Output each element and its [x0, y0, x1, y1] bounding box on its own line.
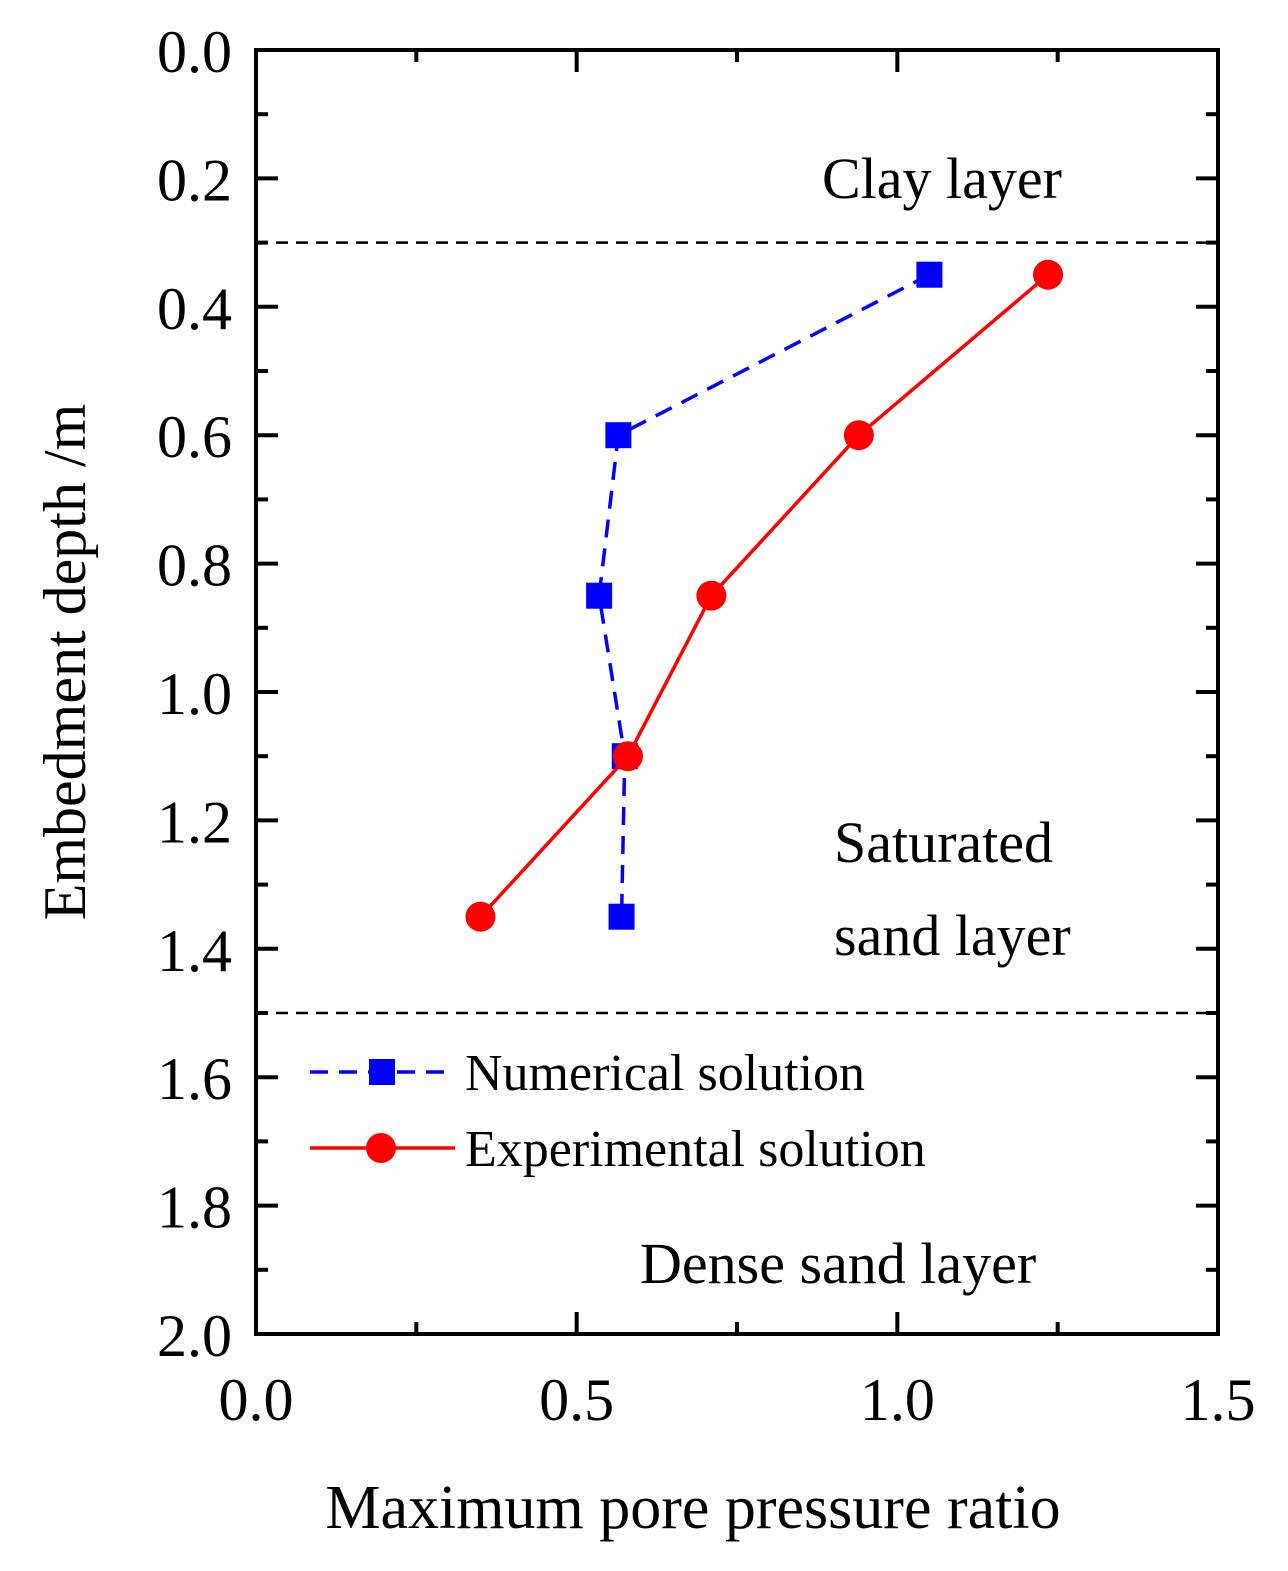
data-point-experimental: [696, 580, 727, 611]
annotation-saturated: Saturated: [834, 810, 1053, 875]
y-tick-label: 1.6: [157, 1046, 232, 1112]
y-tick-label: 0.0: [157, 19, 232, 85]
x-tick-label: 1.0: [860, 1367, 935, 1433]
legend-label-experimental: Experimental solution: [465, 1121, 926, 1178]
axes-layer: 0.00.20.40.60.81.01.21.41.61.82.00.0 0.5 1…: [157, 19, 1256, 1433]
data-point-experimental: [612, 741, 643, 772]
data-point-experimental: [465, 901, 496, 932]
y-tick-label: 0.2: [157, 147, 232, 213]
y-tick-label: 1.2: [157, 789, 232, 855]
x-tick-label: 0.5: [539, 1367, 614, 1433]
legend-marker-experimental: [366, 1133, 396, 1163]
x-axis-label: Maximum pore pressure ratio: [325, 1474, 1060, 1542]
data-point-numerical: [605, 422, 632, 449]
series-line-numerical: [597, 273, 931, 917]
boundary-lines: [256, 241, 1218, 1015]
y-tick-label: 0.6: [157, 404, 232, 470]
y-tick-label: 0.8: [157, 533, 232, 599]
y-axis-label: Embedment depth /m: [32, 404, 98, 921]
data-point-experimental: [843, 420, 874, 451]
y-tick-label: 0.4: [157, 276, 232, 342]
data-point-numerical: [586, 582, 613, 609]
y-tick-label: 1.4: [157, 918, 232, 984]
x-tick-label: 1.5: [1181, 1367, 1256, 1433]
x-tick-label: 0.0: [219, 1367, 294, 1433]
legend-label-numerical: Numerical solution: [465, 1045, 865, 1102]
annotation-clay-layer: Clay layer: [822, 146, 1062, 211]
data-point-numerical: [916, 261, 943, 288]
series-layer: [465, 259, 1064, 932]
legend: Numerical solution Experimental solution: [310, 1045, 926, 1178]
data-point-experimental: [1033, 259, 1064, 290]
annotation-sand-layer: sand layer: [834, 903, 1071, 968]
y-tick-label: 2.0: [157, 1303, 232, 1369]
data-point-numerical: [608, 903, 635, 930]
annotation-dense-sand-layer: Dense sand layer: [640, 1231, 1036, 1296]
y-tick-label: 1.0: [157, 661, 232, 727]
legend-marker-numerical: [369, 1059, 395, 1085]
y-tick-label: 1.8: [157, 1175, 232, 1241]
